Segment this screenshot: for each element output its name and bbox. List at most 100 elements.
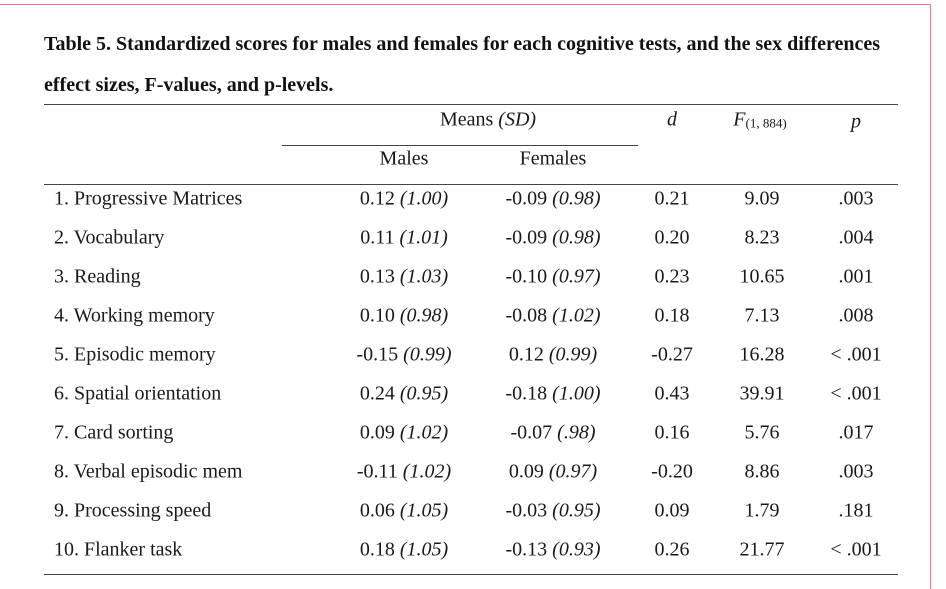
females-score: -0.10 (0.97) — [506, 266, 601, 289]
males-score: -0.15 (0.99) — [357, 344, 452, 367]
males-score-value: 0.11 — [360, 226, 395, 249]
f-value: 8.86 — [744, 460, 780, 483]
females-score-value: -0.13 — [505, 538, 548, 561]
test-name: 7. Card sorting — [54, 421, 174, 444]
females-score-sd: (.98) — [557, 421, 596, 444]
frame-right-border — [930, 4, 931, 589]
females-score: -0.18 (1.00) — [506, 383, 601, 406]
test-name: 1. Progressive Matrices — [54, 187, 243, 210]
f-value: 7.13 — [744, 304, 780, 327]
f-header: F(1, 884) — [733, 109, 786, 132]
females-score-value: -0.18 — [505, 382, 548, 405]
males-score: 0.10 (0.98) — [360, 305, 448, 328]
males-score-value: 0.06 — [359, 499, 395, 522]
males-score: 0.24 (0.95) — [360, 383, 448, 406]
males-score: 0.18 (1.05) — [360, 539, 448, 562]
effect-size-d: 0.43 — [654, 382, 690, 405]
females-score: 0.09 (0.97) — [509, 461, 597, 484]
p-level: .004 — [838, 226, 874, 249]
p-level: .008 — [838, 304, 874, 327]
females-score: -0.08 (1.02) — [506, 305, 601, 328]
f-value: 1.79 — [744, 499, 780, 522]
females-score-sd: (0.99) — [548, 343, 598, 366]
test-name: 5. Episodic memory — [54, 343, 216, 366]
males-score: 0.09 (1.02) — [360, 422, 448, 445]
males-score-value: 0.10 — [359, 304, 395, 327]
p-level: .003 — [838, 187, 874, 210]
males-score-sd: (1.05) — [399, 499, 449, 522]
females-score-sd: (0.93) — [552, 538, 601, 561]
means-underline-rule — [282, 145, 638, 146]
test-name: 9. Processing speed — [54, 499, 212, 522]
females-score-value: -0.09 — [505, 226, 548, 249]
males-score-value: 0.13 — [359, 265, 395, 288]
f-value: 21.77 — [739, 538, 785, 561]
males-score: 0.12 (1.00) — [360, 188, 448, 211]
females-score-sd: (1.00) — [552, 382, 601, 405]
males-score-sd: (1.05) — [399, 538, 449, 561]
females-score-sd: (1.02) — [552, 304, 601, 327]
males-score-value: -0.11 — [356, 460, 398, 483]
males-score-sd: (0.95) — [399, 382, 449, 405]
females-score: 0.12 (0.99) — [509, 344, 597, 367]
header-bottom-rule — [44, 184, 898, 185]
females-score-sd: (0.98) — [552, 226, 601, 249]
females-score-value: -0.07 — [510, 421, 553, 444]
males-score-value: 0.09 — [359, 421, 395, 444]
females-score-sd: (0.97) — [552, 265, 601, 288]
p-level: .181 — [838, 499, 874, 522]
f-df-label: (1, 884) — [745, 115, 787, 131]
test-name: 8. Verbal episodic mem — [54, 460, 243, 483]
f-value: 10.65 — [739, 265, 785, 288]
effect-size-d: 0.21 — [654, 187, 690, 210]
males-score-value: 0.18 — [359, 538, 395, 561]
males-score: 0.13 (1.03) — [360, 266, 448, 289]
f-value: 16.28 — [739, 343, 785, 366]
top-rule — [44, 104, 898, 105]
females-score: -0.03 (0.95) — [506, 500, 601, 523]
males-score-sd: (1.00) — [399, 187, 449, 210]
means-label: Means — [439, 108, 494, 131]
females-score-sd: (0.95) — [552, 499, 601, 522]
effect-size-d: 0.16 — [654, 421, 690, 444]
d-header: d — [667, 108, 677, 131]
females-score-value: 0.12 — [508, 343, 544, 366]
effect-size-d: 0.18 — [654, 304, 690, 327]
frame-top-border — [0, 4, 930, 5]
females-score-value: -0.10 — [505, 265, 548, 288]
p-level: < .001 — [830, 343, 882, 366]
test-name: 10. Flanker task — [54, 538, 183, 561]
females-score-value: -0.03 — [505, 499, 548, 522]
f-value: 8.23 — [744, 226, 780, 249]
males-score: 0.11 (1.01) — [360, 227, 448, 250]
test-name: 4. Working memory — [54, 304, 215, 327]
effect-size-d: 0.23 — [654, 265, 690, 288]
effect-size-d: 0.20 — [654, 226, 690, 249]
p-level: .001 — [838, 265, 874, 288]
males-score-sd: (1.03) — [399, 265, 449, 288]
males-header: Males — [379, 147, 429, 170]
males-score-sd: (1.02) — [402, 460, 452, 483]
table-caption: Table 5. Standardized scores for males a… — [44, 33, 881, 96]
females-score-value: 0.09 — [508, 460, 544, 483]
test-name: 2. Vocabulary — [54, 226, 165, 249]
females-score-value: -0.08 — [505, 304, 548, 327]
effect-size-d: -0.20 — [651, 460, 693, 483]
f-value: 9.09 — [744, 187, 780, 210]
males-score-sd: (1.01) — [399, 226, 448, 249]
means-sd-label: (SD) — [498, 108, 537, 131]
means-header: Means (SD) — [440, 109, 536, 132]
males-score-sd: (0.98) — [399, 304, 449, 327]
females-score-sd: (0.98) — [552, 187, 601, 210]
males-score: 0.06 (1.05) — [360, 500, 448, 523]
f-value: 39.91 — [739, 382, 785, 405]
effect-size-d: -0.27 — [651, 343, 693, 366]
f-label: F — [733, 108, 746, 131]
males-score-value: -0.15 — [356, 343, 399, 366]
p-level: .017 — [838, 421, 874, 444]
females-score: -0.13 (0.93) — [506, 539, 601, 562]
effect-size-d: 0.26 — [654, 538, 690, 561]
females-score-value: -0.09 — [505, 187, 548, 210]
females-score: -0.09 (0.98) — [506, 227, 601, 250]
males-score-sd: (0.99) — [403, 343, 452, 366]
